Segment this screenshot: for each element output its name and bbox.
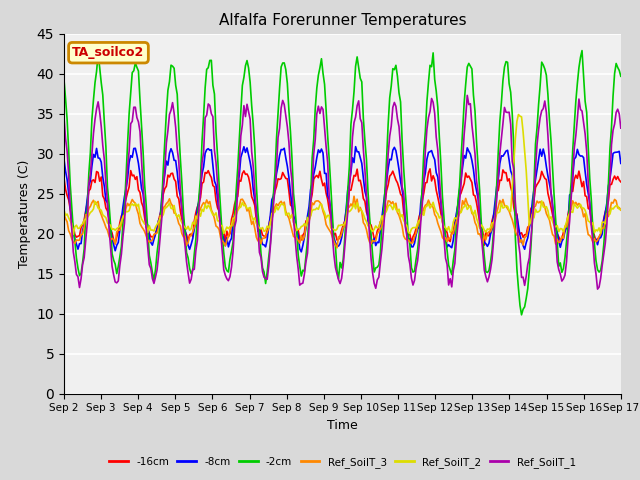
Ref_SoilT_1	[226, 274, 234, 279]
-16cm	[589, 228, 596, 233]
Title: Alfalfa Forerunner Temperatures: Alfalfa Forerunner Temperatures	[219, 13, 466, 28]
-2cm	[589, 227, 596, 232]
-8cm	[60, 156, 68, 162]
-16cm	[226, 231, 234, 237]
Ref_SoilT_1	[129, 119, 136, 124]
Ref_SoilT_2	[589, 220, 596, 226]
Line: Ref_SoilT_3: Ref_SoilT_3	[64, 196, 621, 248]
Ref_SoilT_2	[255, 225, 263, 231]
-16cm	[617, 179, 625, 185]
-8cm	[129, 155, 136, 160]
Ref_SoilT_3	[589, 240, 596, 245]
-8cm	[589, 230, 596, 236]
Ref_SoilT_1	[463, 93, 471, 98]
Ref_SoilT_2	[60, 207, 68, 213]
-2cm	[244, 65, 252, 71]
-16cm	[60, 175, 68, 181]
Ref_SoilT_3	[129, 197, 136, 203]
-2cm	[578, 48, 586, 53]
Ref_SoilT_2	[246, 204, 254, 210]
Y-axis label: Temperatures (C): Temperatures (C)	[18, 159, 31, 268]
Ref_SoilT_1	[254, 225, 262, 231]
Ref_SoilT_3	[333, 245, 341, 251]
Ref_SoilT_3	[303, 219, 311, 225]
Ref_SoilT_2	[515, 112, 522, 118]
Ref_SoilT_3	[350, 193, 358, 199]
Line: Ref_SoilT_2: Ref_SoilT_2	[64, 115, 621, 234]
-2cm	[518, 312, 525, 318]
-16cm	[481, 242, 488, 248]
-2cm	[254, 209, 262, 215]
-16cm	[426, 166, 434, 172]
X-axis label: Time: Time	[327, 419, 358, 432]
-8cm	[617, 160, 625, 166]
Text: TA_soilco2: TA_soilco2	[72, 46, 145, 59]
-8cm	[305, 204, 313, 209]
Ref_SoilT_1	[303, 250, 311, 256]
-8cm	[298, 249, 305, 255]
-16cm	[129, 173, 136, 179]
-16cm	[244, 174, 252, 180]
-16cm	[254, 223, 262, 228]
Line: -2cm: -2cm	[64, 50, 621, 315]
Ref_SoilT_3	[617, 207, 625, 213]
-8cm	[226, 239, 234, 244]
Ref_SoilT_1	[617, 125, 625, 131]
Ref_SoilT_3	[226, 228, 234, 234]
-16cm	[303, 218, 311, 224]
-8cm	[254, 228, 262, 234]
-8cm	[244, 152, 252, 158]
Ref_SoilT_3	[244, 205, 252, 211]
Ref_SoilT_2	[130, 203, 138, 208]
Ref_SoilT_1	[244, 109, 252, 115]
Line: -16cm: -16cm	[64, 169, 621, 245]
Line: Ref_SoilT_1: Ref_SoilT_1	[64, 96, 621, 289]
Ref_SoilT_1	[60, 114, 68, 120]
-2cm	[226, 256, 234, 262]
-2cm	[617, 73, 625, 79]
Legend: -16cm, -8cm, -2cm, Ref_SoilT_3, Ref_SoilT_2, Ref_SoilT_1: -16cm, -8cm, -2cm, Ref_SoilT_3, Ref_Soil…	[105, 453, 580, 472]
-2cm	[60, 77, 68, 83]
Ref_SoilT_2	[617, 207, 625, 213]
Ref_SoilT_3	[254, 238, 262, 244]
-8cm	[352, 144, 360, 150]
Ref_SoilT_2	[70, 231, 77, 237]
Ref_SoilT_1	[588, 223, 595, 229]
-2cm	[303, 238, 311, 243]
Ref_SoilT_2	[305, 218, 313, 224]
-2cm	[129, 70, 136, 75]
Ref_SoilT_2	[228, 222, 236, 228]
Ref_SoilT_3	[60, 211, 68, 217]
Ref_SoilT_1	[594, 286, 602, 292]
Line: -8cm: -8cm	[64, 147, 621, 252]
